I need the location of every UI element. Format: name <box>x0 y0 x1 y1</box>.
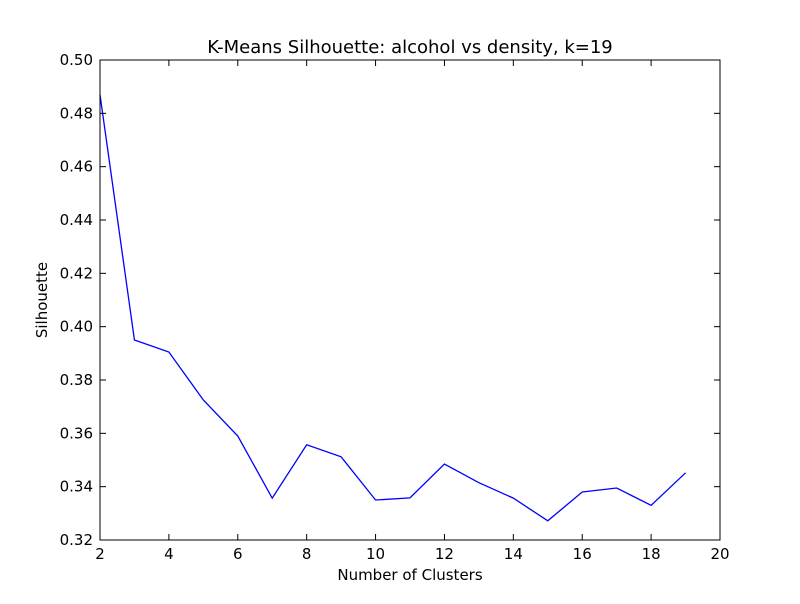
x-tick-label: 6 <box>233 545 243 563</box>
y-axis-label: Silhouette <box>33 262 51 338</box>
plot-area: 2 4 6 8 10 12 14 16 18 20 0.32 0.34 0.36 0.38 0.40 0.42… <box>60 51 730 563</box>
y-tick-label: 0.36 <box>60 424 93 442</box>
x-tick-label: 2 <box>95 545 105 563</box>
x-tick-label: 12 <box>435 545 454 563</box>
y-tick-label: 0.40 <box>60 318 93 336</box>
x-axis-label: Number of Clusters <box>337 566 482 584</box>
x-tick-label: 18 <box>642 545 661 563</box>
y-tick-label: 0.42 <box>60 264 93 282</box>
axes-frame <box>99 59 721 541</box>
y-tick-label: 0.50 <box>60 51 93 69</box>
x-tick-label: 4 <box>164 545 174 563</box>
x-tick-label: 14 <box>504 545 523 563</box>
y-tick-label: 0.48 <box>60 104 93 122</box>
x-tick-label: 16 <box>573 545 592 563</box>
x-tick-label: 8 <box>302 545 312 563</box>
y-tick-label: 0.46 <box>60 158 93 176</box>
x-tick-label: 10 <box>366 545 385 563</box>
chart-title: K-Means Silhouette: alcohol vs density, … <box>207 37 613 58</box>
y-tick-label: 0.38 <box>60 371 93 389</box>
data-line-series-1 <box>99 94 687 522</box>
x-tick-label: 20 <box>710 545 729 563</box>
y-tick-label: 0.44 <box>60 211 93 229</box>
y-tick-label: 0.34 <box>60 478 93 496</box>
y-tick-label: 0.32 <box>60 531 93 549</box>
